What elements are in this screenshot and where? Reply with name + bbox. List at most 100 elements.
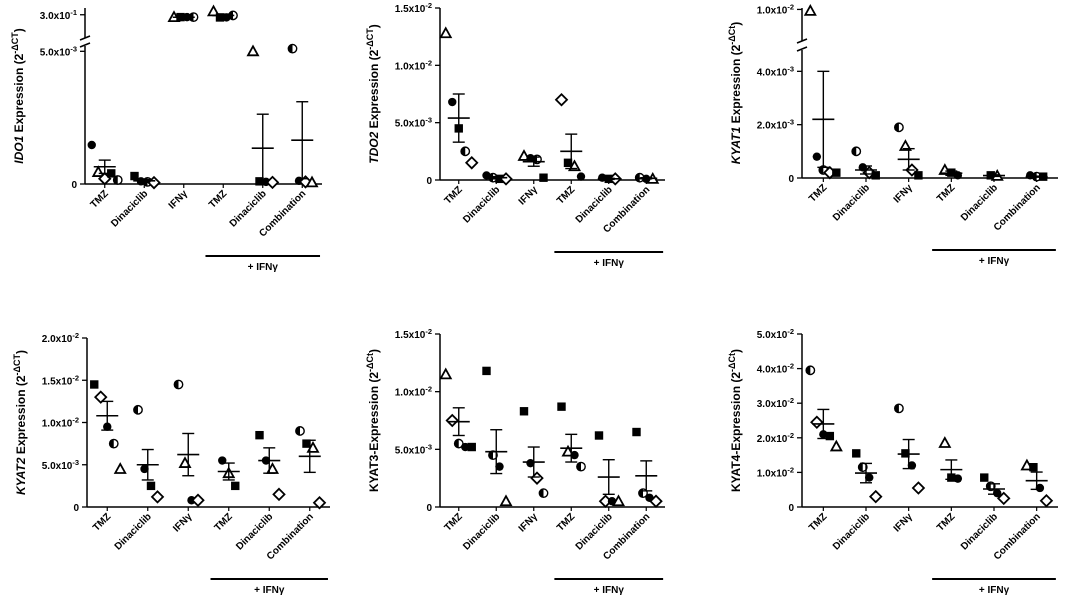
data-point — [557, 402, 566, 411]
series-1 — [130, 171, 161, 190]
series-5 — [1025, 171, 1048, 182]
data-point — [499, 494, 513, 507]
x-tick-label: TMZ — [935, 511, 957, 533]
series-1 — [133, 404, 165, 504]
series-0 — [805, 365, 843, 452]
y-tick-label: 2.0x10-2 — [42, 331, 79, 345]
group-bracket-label: + IFNγ — [594, 258, 625, 269]
series-0 — [439, 367, 476, 452]
y-tick-label: 0 — [426, 176, 432, 187]
series-1 — [852, 449, 883, 504]
y-tick-label: 0 — [426, 503, 432, 514]
series-2 — [894, 122, 923, 180]
data-point — [803, 4, 817, 16]
series-2 — [167, 10, 199, 23]
x-tick-label: IFNγ — [517, 511, 540, 534]
data-point — [953, 474, 963, 483]
series-0 — [803, 4, 841, 180]
data-point — [938, 436, 952, 448]
axis-break-mark — [796, 46, 808, 52]
data-point — [173, 379, 184, 390]
series-3 — [554, 92, 586, 181]
chart-panel-kyat1: 1.0x10-2 0 2.0x10-3 4.0x10-3 KYAT1 Expressio… — [727, 2, 1058, 267]
series-4 — [980, 473, 1011, 506]
data-point — [526, 458, 535, 468]
series-2 — [894, 403, 926, 495]
data-point — [563, 158, 573, 167]
x-tick-label: TMZ — [207, 188, 229, 210]
data-point — [576, 172, 586, 181]
y-tick-label: 0 — [71, 180, 77, 191]
data-point — [832, 168, 841, 177]
half-circle-fill — [174, 380, 179, 389]
data-point — [561, 444, 575, 457]
y-tick-label: 1.5x10-2 — [42, 373, 79, 387]
series-5 — [632, 427, 663, 509]
half-circle-fill — [295, 426, 300, 436]
y-tick-label: 1.0x10-2 — [42, 416, 79, 430]
half-circle-fill — [576, 462, 581, 471]
data-point — [907, 461, 917, 470]
y-axis-label: KYAT2 Expression (2-ΔCT) — [12, 350, 28, 495]
x-tick-label: TMZ — [935, 182, 957, 204]
y-tick-label: 0 — [788, 174, 794, 185]
x-tick-label: TMZ — [807, 511, 829, 533]
data-point — [539, 173, 548, 182]
x-tick-label: Dinaciclib — [234, 511, 275, 552]
y-tick-label: 5.0x10-3 — [40, 44, 77, 58]
data-point — [265, 175, 280, 190]
data-point — [140, 464, 149, 474]
data-point — [554, 92, 569, 107]
data-point — [255, 177, 264, 186]
x-tick-label: Dinaciclib — [461, 184, 502, 225]
data-point — [649, 494, 663, 509]
x-tick-label: TMZ — [555, 511, 577, 533]
data-point — [993, 488, 1002, 498]
y-tick-label: 3.0x10-1 — [40, 8, 77, 22]
data-point — [611, 494, 626, 507]
x-tick-label: IFNγ — [517, 184, 540, 207]
y-axis-label: TDO2 Expression (2-ΔCT) — [365, 24, 381, 164]
data-point — [1039, 493, 1054, 508]
data-point — [810, 415, 824, 430]
data-point — [1029, 463, 1038, 472]
data-point — [305, 175, 319, 188]
y-tick-label: 3.0x10-2 — [757, 396, 794, 410]
x-tick-label: Dinaciclib — [959, 511, 1000, 552]
data-point — [133, 404, 143, 415]
data-point — [911, 481, 926, 495]
data-point — [825, 431, 835, 441]
y-tick-label: 5.0x10-2 — [757, 327, 794, 341]
x-tick-label: IFNγ — [167, 188, 190, 211]
half-circle-fill — [461, 147, 466, 156]
data-point — [246, 44, 260, 57]
data-point — [914, 171, 923, 180]
y-tick-label: 1.5x10-2 — [395, 327, 432, 341]
data-point — [576, 461, 586, 472]
data-point — [805, 365, 816, 376]
group-bracket-label: + IFNγ — [248, 262, 279, 273]
data-point — [146, 481, 156, 491]
x-tick-label: TMZ — [443, 511, 465, 533]
y-tick-label: 0 — [788, 503, 794, 514]
y-axis-label: IDO1 Expression (2-ΔCT) — [10, 28, 26, 164]
chart-panel-tdo2: 0 5.0x10-3 1.0x10-2 1.5x10-2 TDO2 Expression… — [365, 1, 665, 269]
data-point — [467, 442, 476, 452]
chart-panel-kyat2: 0 5.0x10-3 1.0x10-2 1.5x10-2 2.0x10-2 KYAT2 E… — [12, 331, 330, 596]
series-5 — [1020, 458, 1054, 508]
axis-break-mark — [79, 42, 91, 48]
data-point — [460, 146, 471, 157]
y-tick-label: 4.0x10-3 — [757, 64, 794, 78]
data-point — [130, 171, 139, 181]
series-4 — [255, 430, 286, 502]
data-point — [538, 488, 549, 499]
data-point — [464, 156, 479, 170]
series-1 — [482, 366, 513, 507]
x-tick-label: TMZ — [807, 182, 829, 204]
half-circle-fill — [109, 439, 114, 448]
series-4 — [597, 172, 623, 186]
series-3 — [206, 4, 238, 22]
data-point — [295, 426, 305, 436]
